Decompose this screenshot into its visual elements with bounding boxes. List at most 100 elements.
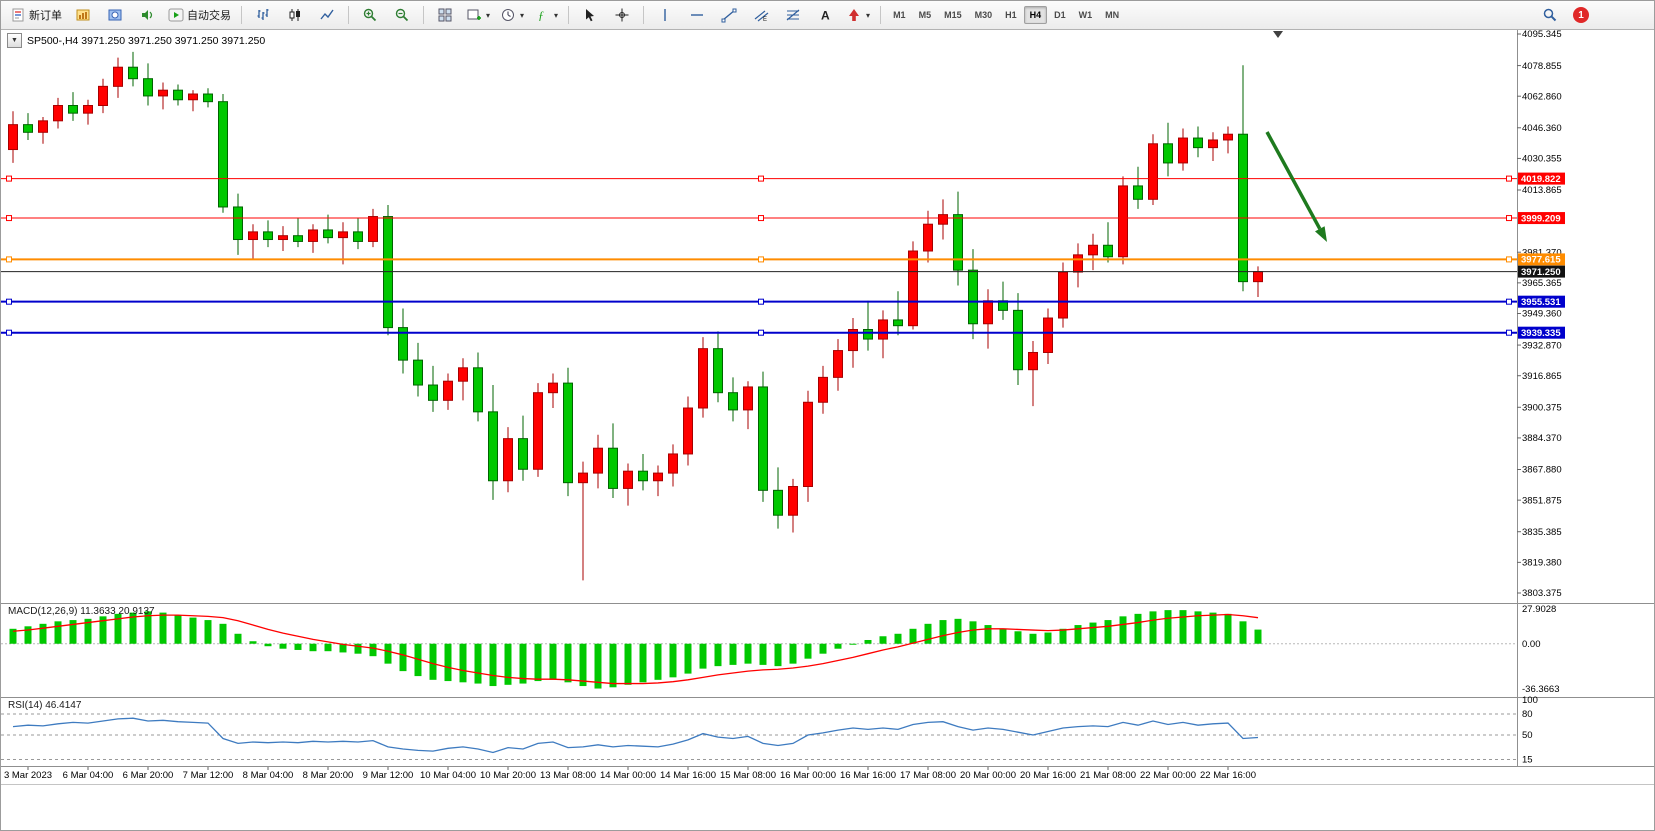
svg-text:4013.865: 4013.865 (1522, 185, 1562, 196)
macd-signal-line (12, 613, 1259, 685)
search-icon (1543, 8, 1557, 22)
notification-badge[interactable]: 1 (1573, 7, 1589, 23)
hline-3977.615[interactable] (1, 256, 1517, 263)
svg-text:3932.870: 3932.870 (1522, 340, 1562, 351)
svg-text:3884.370: 3884.370 (1522, 433, 1562, 444)
toolbar-separator (241, 6, 242, 24)
chart-title: SP500-,H4 3971.250 3971.250 3971.250 397… (27, 34, 266, 47)
svg-text:3835.385: 3835.385 (1522, 527, 1562, 538)
price-tag-3939.335[interactable]: 3939.335 (1518, 326, 1565, 339)
candlestick-chart-button[interactable] (280, 3, 310, 27)
svg-text:3803.375: 3803.375 (1522, 588, 1562, 599)
svg-text:22 Mar 16:00: 22 Mar 16:00 (1200, 770, 1256, 781)
autotrading-button[interactable]: 自动交易 (164, 3, 235, 27)
toolbar-separator (880, 6, 882, 24)
svg-text:9 Mar 12:00: 9 Mar 12:00 (363, 770, 414, 781)
tf-button-h1[interactable]: H1 (1005, 10, 1017, 20)
svg-text:3916.865: 3916.865 (1522, 371, 1562, 382)
macd-axis-label: 27.9028 (1522, 604, 1556, 615)
arrows-icon (849, 9, 860, 21)
hline-3999.209[interactable] (1, 215, 1517, 222)
crosshair-button[interactable] (607, 3, 637, 27)
equidistant-channel-button[interactable]: E (746, 3, 776, 27)
fibonacci-icon (786, 9, 800, 21)
svg-text:3965.365: 3965.365 (1522, 278, 1562, 289)
svg-text:7 Mar 12:00: 7 Mar 12:00 (183, 770, 234, 781)
svg-text:14 Mar 16:00: 14 Mar 16:00 (660, 770, 716, 781)
zoom-out-button[interactable] (387, 3, 417, 27)
tf-button-m1[interactable]: M1 (893, 10, 906, 20)
bar-chart-icon (257, 9, 269, 20)
svg-text:8 Mar 20:00: 8 Mar 20:00 (303, 770, 354, 781)
new-order-label: 新订单 (29, 10, 62, 22)
timeframe-group: M1 M5 M15 M30 H1 H4 D1 W1 MN (887, 6, 1125, 24)
terminal-button[interactable] (68, 3, 98, 27)
symbol-dropdown-icon[interactable]: ▼ (7, 33, 22, 48)
crosshair-icon (615, 8, 629, 22)
price-tag-3999.209[interactable]: 3999.209 (1518, 212, 1565, 224)
bar-chart-button[interactable] (248, 3, 278, 27)
price-tag-4019.822[interactable]: 4019.822 (1518, 172, 1565, 185)
period-clock-button[interactable]: ▾ (496, 3, 528, 27)
tile-windows-button[interactable] (430, 3, 460, 27)
zoom-in-button[interactable] (355, 3, 385, 27)
new-chart-icon (467, 9, 481, 20)
sound-alert-button[interactable] (132, 3, 162, 27)
line-chart-button[interactable] (312, 3, 342, 27)
svg-text:3939.335: 3939.335 (1521, 328, 1561, 339)
chart-shift-marker[interactable] (1273, 31, 1283, 38)
indicators-button[interactable]: ƒ ▾ (530, 3, 562, 27)
tf-button-mn[interactable]: MN (1105, 10, 1120, 20)
price-tag-3971.250[interactable]: 3971.250 (1518, 265, 1565, 278)
toolbar-separator (643, 6, 645, 24)
tf-button-m15[interactable]: M15 (944, 10, 962, 20)
svg-text:22 Mar 00:00: 22 Mar 00:00 (1140, 770, 1196, 781)
market-watch-button[interactable] (100, 3, 130, 27)
rsi-line (12, 717, 1259, 754)
arrows-button[interactable]: ▾ (842, 3, 874, 27)
candles (8, 51, 1263, 581)
hline-4019.822[interactable] (1, 175, 1517, 182)
price-axis[interactable]: 4095.345 4078.855 4062.860 4046.360 4030.355… (1517, 29, 1562, 599)
new-order-button[interactable]: 新订单 (6, 3, 66, 27)
tf-button-m5[interactable]: M5 (918, 10, 932, 20)
hline-3955.531[interactable] (1, 298, 1517, 305)
svg-text:3900.375: 3900.375 (1522, 402, 1562, 413)
svg-text:6 Mar 20:00: 6 Mar 20:00 (123, 770, 174, 781)
svg-text:3981.370: 3981.370 (1522, 247, 1562, 258)
macd-histogram (9, 610, 1262, 689)
svg-text:10 Mar 04:00: 10 Mar 04:00 (420, 770, 476, 781)
svg-text:A: A (821, 9, 830, 23)
price-tag-3977.615[interactable]: 3977.615 (1518, 253, 1565, 266)
dropdown-arrow-icon: ▾ (486, 10, 491, 20)
macd-label: MACD(12,26,9) 11.3633 20.9137 (8, 606, 155, 617)
trendline-button[interactable] (714, 3, 744, 27)
svg-text:6 Mar 04:00: 6 Mar 04:00 (63, 770, 114, 781)
time-axis[interactable]: 3 Mar 2023 6 Mar 04:00 6 Mar 20:00 7 Mar 12… (4, 767, 1256, 781)
vertical-line-button[interactable] (650, 3, 680, 27)
horizontal-line-button[interactable] (682, 3, 712, 27)
rsi-axis-label: 50 (1522, 730, 1533, 741)
arrow-annotation[interactable] (1265, 131, 1327, 242)
hline-3939.335[interactable] (1, 329, 1517, 336)
svg-text:17 Mar 08:00: 17 Mar 08:00 (900, 770, 956, 781)
market-watch-icon (108, 9, 122, 21)
svg-text:4046.360: 4046.360 (1522, 123, 1562, 134)
tf-button-m30[interactable]: M30 (974, 10, 993, 20)
fibonacci-button[interactable] (778, 3, 808, 27)
price-tag-3955.531[interactable]: 3955.531 (1518, 295, 1565, 308)
svg-text:3999.209: 3999.209 (1521, 213, 1561, 224)
new-chart-button[interactable]: ▾ (462, 3, 494, 27)
svg-text:20 Mar 16:00: 20 Mar 16:00 (1020, 770, 1076, 781)
svg-text:4030.355: 4030.355 (1522, 154, 1562, 165)
tf-button-h4[interactable]: H4 (1023, 6, 1048, 24)
search-button[interactable] (1535, 3, 1565, 27)
tf-button-d1[interactable]: D1 (1054, 10, 1066, 20)
svg-text:15 Mar 08:00: 15 Mar 08:00 (720, 770, 776, 781)
macd-axis-label: 0.00 (1522, 639, 1541, 650)
text-label-button[interactable]: A (810, 3, 840, 27)
cursor-button[interactable] (575, 3, 605, 27)
tf-button-w1[interactable]: W1 (1078, 10, 1093, 20)
equidistant-channel-icon: E (754, 10, 769, 23)
